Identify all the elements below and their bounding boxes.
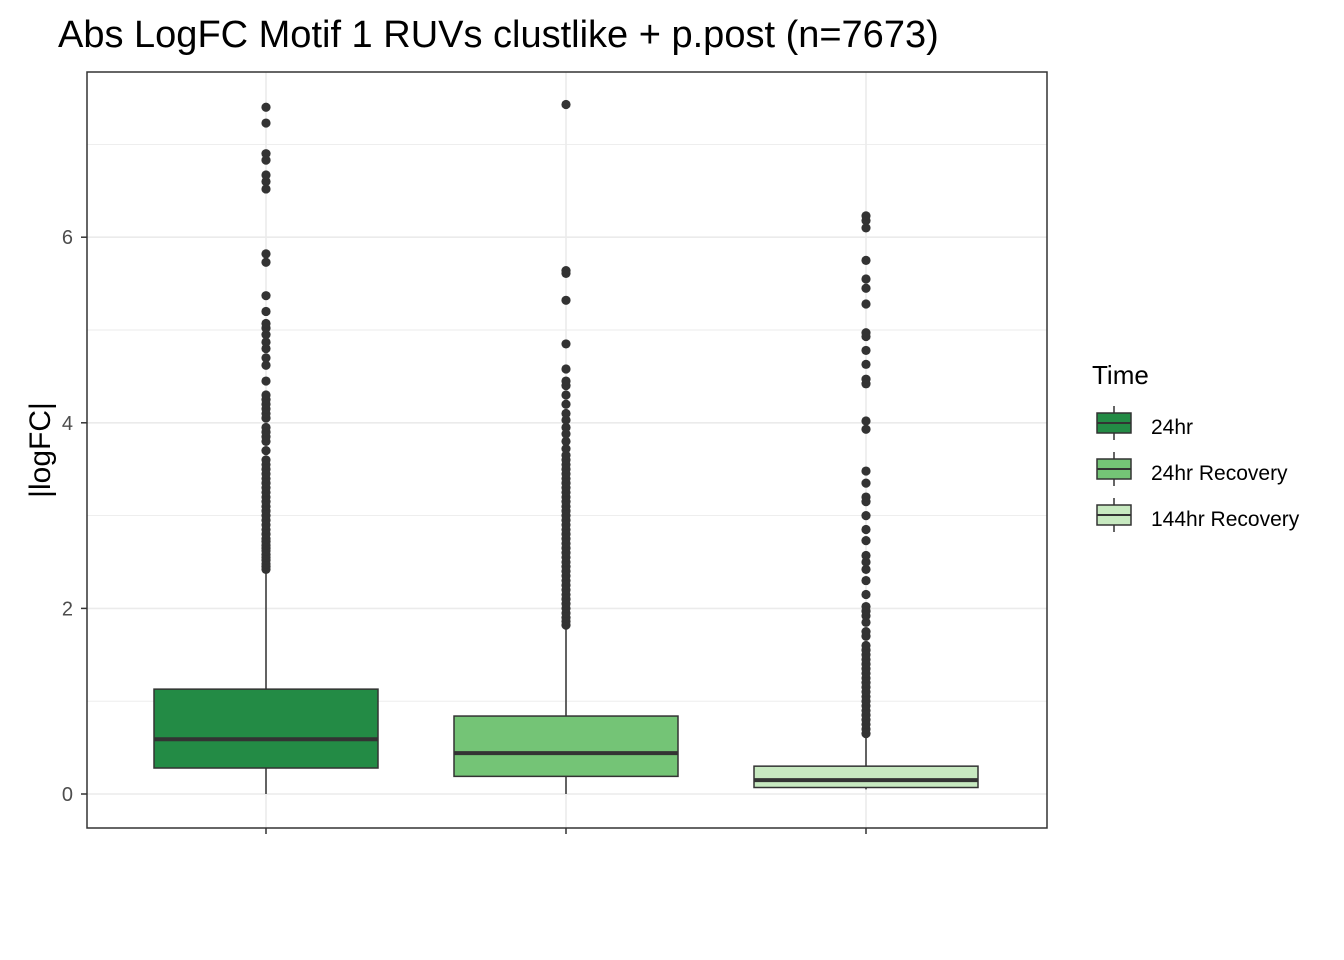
- chart-title: Abs LogFC Motif 1 RUVs clustlike + p.pos…: [58, 14, 939, 56]
- outlier-point: [861, 510, 871, 521]
- outlier-point: [261, 291, 271, 301]
- y-tick-label: 6: [62, 227, 73, 249]
- outlier-point: [261, 390, 271, 400]
- outlier-point: [861, 359, 871, 369]
- y-tick-label: 2: [62, 598, 73, 620]
- outlier-point: [261, 376, 271, 386]
- y-tick-label: 4: [62, 413, 73, 435]
- outlier-point: [861, 550, 871, 561]
- outlier-point: [861, 564, 871, 575]
- outlier-point: [561, 422, 571, 433]
- legend-label: 24hr: [1151, 416, 1193, 439]
- legend-item-24hr: 24hr: [1096, 406, 1193, 440]
- outlier-point: [561, 376, 571, 386]
- outlier-point: [561, 99, 571, 110]
- outlier-point: [261, 306, 271, 317]
- box-24hr-recovery: [453, 99, 679, 794]
- outlier-point: [261, 330, 271, 340]
- outlier-point: [861, 524, 871, 535]
- outlier-point: [861, 617, 871, 627]
- outlier-point: [861, 536, 871, 546]
- legend-label: 24hr Recovery: [1151, 462, 1288, 485]
- outlier-point: [861, 374, 871, 384]
- outlier-point: [861, 283, 871, 293]
- axes: 0 2 4 6: [62, 227, 867, 834]
- outlier-point: [261, 318, 271, 329]
- legend-item-24hr-recovery: 24hr Recovery: [1096, 452, 1288, 486]
- outlier-point: [861, 416, 871, 426]
- outlier-point: [261, 149, 271, 159]
- outlier-point: [861, 557, 871, 567]
- outlier-point: [261, 455, 271, 465]
- outlier-point: [561, 408, 571, 419]
- outlier-point: [261, 184, 271, 194]
- y-axis-label: |logFC|: [24, 402, 57, 498]
- legend-label: 144hr Recovery: [1151, 508, 1300, 531]
- outlier-point: [261, 360, 271, 370]
- panel-border: [86, 71, 1048, 829]
- outlier-point: [261, 446, 271, 456]
- outlier-point: [261, 343, 271, 354]
- y-tick-label: 0: [62, 784, 73, 806]
- outlier-point: [261, 155, 271, 165]
- outlier-point: [261, 249, 271, 259]
- outlier-point: [561, 429, 571, 439]
- legend-item-144hr-recovery: 144hr Recovery: [1096, 498, 1300, 532]
- outlier-point: [561, 339, 571, 349]
- outlier-point: [261, 257, 271, 267]
- outlier-point: [861, 601, 871, 612]
- iqr-box: [153, 688, 379, 769]
- outlier-point: [561, 364, 571, 374]
- outlier-point: [261, 176, 271, 187]
- outlier-point: [861, 255, 871, 265]
- outlier-point: [261, 422, 271, 433]
- outlier-point: [861, 575, 871, 586]
- outlier-point: [561, 436, 571, 446]
- outlier-point: [261, 353, 271, 363]
- outlier-point: [561, 444, 571, 454]
- outlier-point: [861, 589, 871, 600]
- box-24hr: [153, 102, 379, 794]
- outlier-point: [861, 274, 871, 284]
- outlier-point: [561, 450, 571, 460]
- outlier-point: [861, 223, 871, 233]
- outlier-point: [861, 466, 871, 476]
- outlier-point: [561, 415, 571, 425]
- outlier-point: [861, 299, 871, 309]
- outlier-point: [861, 328, 871, 338]
- outlier-point: [561, 266, 571, 276]
- outlier-point: [261, 170, 271, 180]
- iqr-box: [753, 765, 979, 789]
- outlier-point: [261, 337, 271, 347]
- outlier-point: [861, 640, 871, 651]
- legend: Time 24hr 24hr Recovery 144hr Recovery: [1092, 360, 1300, 532]
- box-144hr-recovery: [753, 211, 979, 790]
- legend-title: Time: [1092, 360, 1149, 390]
- outlier-point: [861, 424, 871, 434]
- outlier-point: [561, 390, 571, 400]
- outlier-point: [261, 118, 271, 128]
- outlier-point: [561, 295, 571, 305]
- outlier-point: [861, 478, 871, 488]
- outlier-point: [861, 211, 871, 221]
- outlier-point: [561, 399, 571, 409]
- outlier-point: [861, 627, 871, 637]
- iqr-box: [453, 715, 679, 778]
- outlier-point: [261, 102, 271, 112]
- plot-area: [153, 99, 979, 794]
- outlier-point: [861, 345, 871, 356]
- outlier-point: [861, 492, 871, 502]
